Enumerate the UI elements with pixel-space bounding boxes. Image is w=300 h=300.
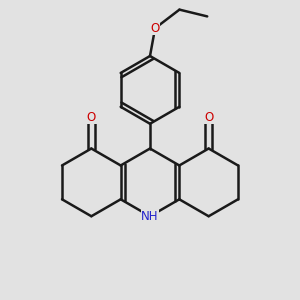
Text: O: O bbox=[151, 22, 160, 35]
Text: O: O bbox=[204, 111, 213, 124]
Text: O: O bbox=[87, 111, 96, 124]
Text: NH: NH bbox=[141, 210, 159, 223]
